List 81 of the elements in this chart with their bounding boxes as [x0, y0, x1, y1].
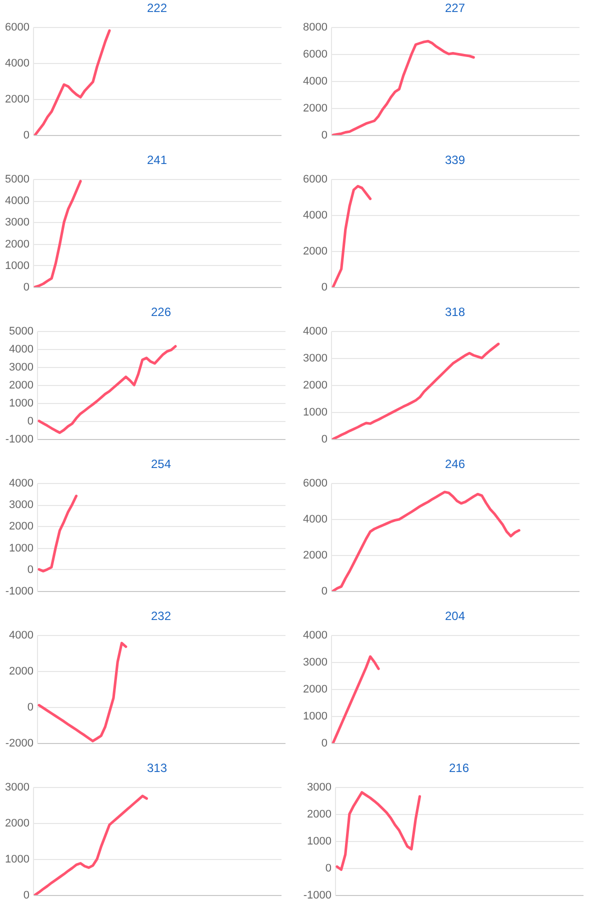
y-tick-label: 2000: [307, 808, 332, 820]
y-tick-label: 1000: [9, 542, 34, 554]
y-tick-label: 0: [27, 702, 34, 714]
y-tick-label: 0: [23, 282, 30, 294]
y-tick-label: 1000: [9, 398, 34, 410]
y-tick-label: 1000: [307, 836, 332, 848]
y-tick-label: 0: [23, 130, 30, 142]
chart-title: 204: [444, 609, 466, 623]
chart-title: 318: [444, 305, 466, 319]
y-tick-label: 0: [321, 738, 328, 750]
y-tick-label: -1000: [303, 890, 332, 902]
y-tick-label: 3000: [5, 216, 30, 229]
line-series: [332, 655, 380, 743]
y-tick-label: 3000: [307, 782, 332, 794]
y-tick-label: 0: [321, 434, 328, 446]
y-tick-label: 3000: [9, 362, 34, 374]
chart-title: 339: [444, 153, 466, 167]
y-tick-label: 4000: [5, 58, 30, 70]
chart-title: 226: [150, 305, 172, 319]
line-series: [34, 794, 148, 895]
line-series: [38, 642, 128, 742]
line-series: [336, 791, 422, 871]
y-tick-label: 4000: [9, 630, 34, 642]
y-tick-label: 6000: [303, 174, 328, 186]
chart-title: 246: [444, 457, 466, 471]
y-tick-label: 2000: [303, 380, 328, 392]
y-tick-label: 2000: [303, 550, 328, 562]
y-tick-label: 4000: [9, 344, 34, 356]
line-series: [38, 345, 177, 434]
y-tick-label: 2000: [9, 666, 34, 678]
y-tick-label: 4000: [303, 76, 328, 88]
y-tick-label: 6000: [303, 48, 328, 60]
chart-title: 313: [146, 761, 168, 775]
y-tick-label: 4000: [303, 630, 328, 642]
y-tick-label: 0: [321, 586, 328, 598]
y-tick-label: 2000: [303, 246, 328, 258]
y-tick-label: 2000: [5, 94, 30, 106]
y-tick-label: 0: [321, 282, 328, 294]
y-tick-label: 3000: [303, 352, 328, 364]
y-tick-label: 0: [23, 890, 30, 902]
y-tick-label: -1000: [5, 586, 34, 598]
y-tick-label: 1000: [5, 260, 30, 272]
y-tick-label: 0: [325, 862, 332, 874]
line-series: [332, 490, 520, 591]
chart-title: 222: [146, 1, 168, 15]
y-tick-label: 0: [27, 564, 34, 576]
y-tick-label: 4000: [303, 514, 328, 526]
chart-title: 254: [150, 457, 172, 471]
line-series: [332, 184, 372, 287]
y-tick-label: 2000: [9, 520, 34, 533]
y-tick-label: 8000: [303, 22, 328, 34]
y-tick-label: 3000: [303, 656, 328, 668]
y-tick-label: 5000: [9, 326, 34, 338]
chart-title: 227: [444, 1, 466, 15]
y-tick-label: 1000: [5, 854, 30, 866]
y-tick-label: 2000: [303, 102, 328, 114]
y-tick-label: -1000: [5, 434, 34, 446]
y-tick-label: 1000: [303, 710, 328, 722]
y-tick-label: 4000: [303, 326, 328, 338]
line-series: [38, 494, 78, 572]
y-tick-label: 5000: [5, 174, 30, 186]
y-tick-label: 4000: [303, 210, 328, 222]
y-tick-label: -2000: [5, 738, 34, 750]
y-tick-label: 1000: [303, 406, 328, 418]
y-tick-label: 0: [321, 130, 328, 142]
y-tick-label: 6000: [5, 22, 30, 34]
y-tick-label: 4000: [5, 195, 30, 208]
chart-title: 241: [146, 153, 168, 167]
chart-title: 216: [448, 761, 470, 775]
y-tick-label: 3000: [5, 782, 30, 794]
line-series: [332, 40, 475, 135]
chart-title: 232: [150, 609, 172, 623]
y-tick-label: 2000: [303, 684, 328, 696]
y-tick-label: 2000: [5, 818, 30, 830]
y-tick-label: 3000: [9, 499, 34, 512]
y-tick-label: 6000: [303, 478, 328, 490]
y-tick-label: 2000: [5, 238, 30, 250]
y-tick-label: 4000: [9, 478, 34, 490]
line-series: [332, 342, 500, 439]
y-tick-label: 0: [27, 416, 34, 428]
y-tick-label: 2000: [9, 380, 34, 392]
